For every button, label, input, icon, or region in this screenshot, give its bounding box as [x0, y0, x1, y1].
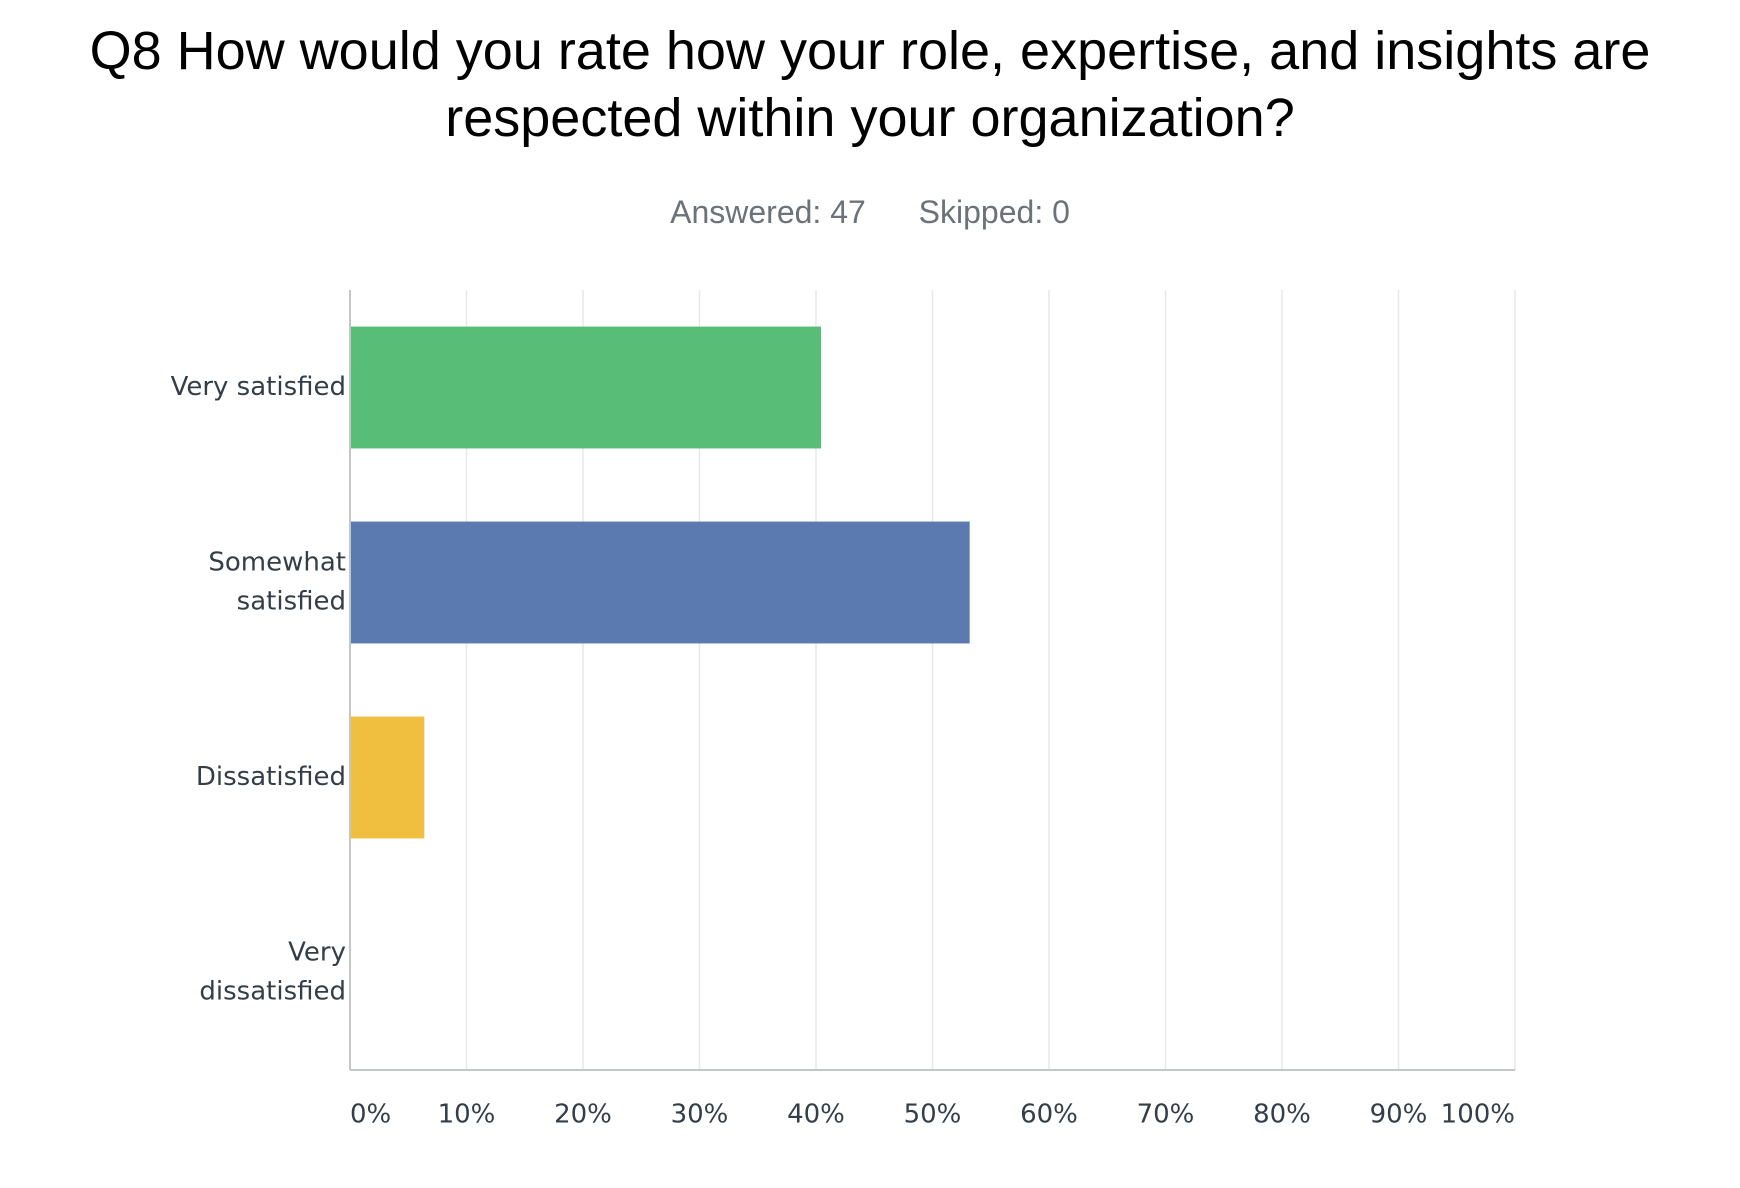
- category-label-2-0: Dissatisfied: [196, 762, 346, 792]
- category-label-1-1: satisfied: [237, 587, 346, 617]
- bar-1: [351, 521, 970, 644]
- x-tick-label-50: 50%: [904, 1100, 962, 1130]
- chart-title: Q8 How would you rate how your role, exp…: [0, 18, 1740, 152]
- answered-count: Answered: 47: [670, 194, 866, 230]
- x-tick-label-20: 20%: [554, 1100, 612, 1130]
- category-label-1-0: Somewhat: [208, 548, 346, 578]
- x-tick-label-70: 70%: [1137, 1100, 1195, 1130]
- x-tick-label-40: 40%: [787, 1100, 845, 1130]
- category-label-3-0: Very: [288, 938, 346, 968]
- x-tick-label-0: 0%: [350, 1100, 391, 1130]
- chart-title-line-1: Q8 How would you rate how your role, exp…: [89, 21, 1651, 81]
- x-tick-label-10: 10%: [438, 1100, 496, 1130]
- x-tick-label-30: 30%: [671, 1100, 729, 1130]
- category-label-0-0: Very satisfied: [171, 372, 346, 402]
- bar-2: [351, 716, 425, 839]
- response-stats: Answered: 47 Skipped: 0: [0, 194, 1740, 231]
- x-tick-label-90: 90%: [1370, 1100, 1428, 1130]
- chart-title-line-2: respected within your organization?: [445, 88, 1295, 148]
- bar-0: [351, 326, 822, 449]
- x-tick-label-100: 100%: [1441, 1100, 1515, 1130]
- x-tick-label-80: 80%: [1253, 1100, 1311, 1130]
- category-label-3-1: dissatisfied: [199, 977, 346, 1007]
- x-tick-label-60: 60%: [1020, 1100, 1078, 1130]
- skipped-count: Skipped: 0: [918, 194, 1070, 230]
